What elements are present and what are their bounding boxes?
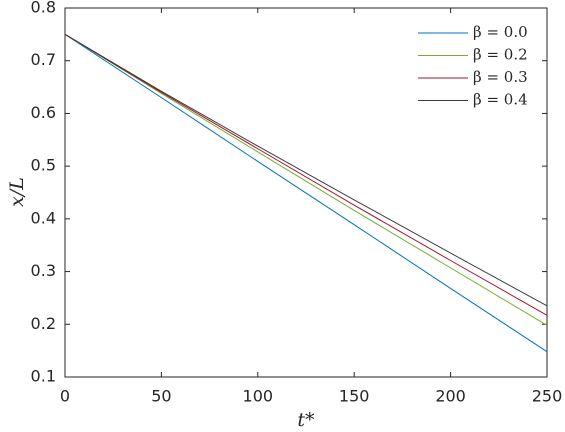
y-tick-label: 0.5: [31, 156, 56, 175]
x-tick-label: 150: [339, 387, 370, 406]
plot-frame: [64, 7, 548, 378]
x-tick-label: 200: [435, 387, 466, 406]
y-tick-label: 0.7: [31, 50, 56, 69]
y-tick-label: 0.8: [31, 0, 56, 17]
x-tick-label: 0: [60, 387, 70, 406]
series-line: [64, 33, 548, 316]
x-tick-label: 100: [243, 387, 274, 406]
y-tick-label: 0.2: [31, 314, 56, 333]
y-tick-label: 0.4: [31, 208, 56, 227]
series-line: [64, 33, 548, 307]
x-tick-label: 250: [532, 387, 563, 406]
legend-label: β = 0.4: [473, 91, 528, 109]
x-tick-label: 50: [151, 387, 171, 406]
legend-label: β = 0.0: [473, 23, 528, 41]
series-line: [64, 33, 548, 326]
legend-label: β = 0.3: [473, 68, 528, 86]
legend-label: β = 0.2: [473, 46, 528, 64]
series-line: [64, 33, 548, 353]
x-axis-label: t*: [297, 409, 315, 431]
y-tick-label: 0.3: [31, 261, 56, 280]
y-tick-label: 0.1: [31, 367, 56, 386]
y-axis-label: x/L: [6, 177, 28, 207]
y-tick-label: 0.6: [31, 103, 56, 122]
